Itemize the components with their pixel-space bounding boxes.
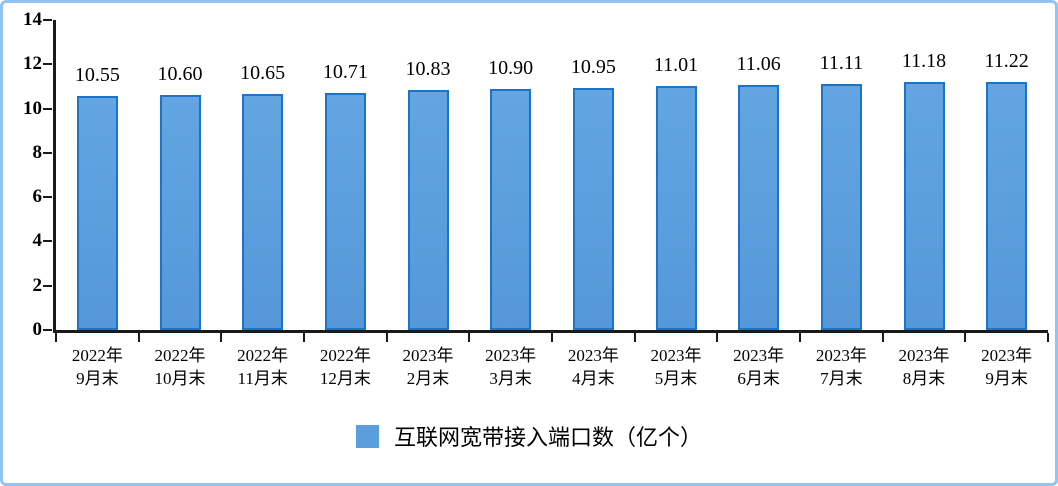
x-axis-category-label-line: 2022年 [154, 346, 206, 365]
x-axis-category-label: 2023年 2月末 [387, 344, 470, 390]
x-axis-category-label-line: 9月末 [985, 369, 1028, 388]
bar [242, 94, 284, 330]
bar [655, 86, 697, 330]
bar-value-label: 11.18 [901, 50, 947, 73]
x-axis-category-label: 2022年 9月末 [56, 344, 139, 390]
bar-value-label: 11.11 [819, 51, 864, 74]
bar [903, 82, 945, 330]
bar [572, 87, 614, 330]
bar [159, 95, 201, 330]
x-axis-category-label-line: 12月末 [319, 369, 371, 388]
x-axis-category-label-line: 11月末 [237, 369, 288, 388]
x-axis-category-label: 2023年 4月末 [552, 344, 635, 390]
x-axis-tick [385, 333, 388, 342]
bar-value-label: 10.90 [488, 56, 534, 79]
x-axis-category-label: 2023年 5月末 [635, 344, 718, 390]
y-axis-tick-label: 0 [32, 319, 43, 340]
bar [986, 81, 1028, 330]
y-axis-tick-label: 12 [23, 53, 42, 75]
x-axis-tick [716, 333, 719, 342]
x-axis-tick [1047, 333, 1049, 342]
x-axis-category-label-line: 6月末 [737, 369, 780, 388]
x-axis-category-label-line: 2023年 [567, 346, 619, 365]
x-axis-category-label-line: 4月末 [572, 369, 615, 388]
x-axis-category-label: 2023年 3月末 [469, 344, 552, 390]
x-axis-category-label-line: 7月末 [820, 369, 863, 388]
x-axis-category-label-line: 2023年 [402, 346, 454, 365]
x-axis-category-label-line: 5月末 [654, 369, 698, 388]
x-axis-category-label: 2022年 10月末 [139, 344, 222, 390]
x-axis-tick [964, 333, 967, 342]
bar-value-label: 10.95 [570, 55, 616, 78]
x-axis-category-label: 2023年 7月末 [800, 344, 883, 390]
x-axis-category-label: 2022年 11月末 [221, 344, 304, 390]
legend-label: 互联网宽带接入端口数（亿个） [393, 425, 702, 450]
x-axis-category-label-line: 10月末 [154, 369, 206, 388]
bar [76, 96, 118, 330]
bar-value-label: 10.83 [405, 58, 451, 81]
x-axis-category-label-line: 2023年 [650, 346, 702, 365]
y-axis-tick-label: 2 [32, 274, 43, 296]
y-axis-tick [43, 284, 52, 287]
y-axis-tick [43, 329, 52, 331]
legend-swatch [355, 424, 379, 448]
y-axis-tick-label: 10 [23, 97, 42, 119]
y-axis-tick-label: 14 [23, 9, 42, 30]
bar [490, 88, 532, 330]
x-axis-category-label-line: 2023年 [485, 346, 537, 365]
x-axis-category-label-line: 9月末 [76, 369, 119, 388]
bar [820, 83, 862, 330]
x-axis-category-label-line: 2023年 [981, 346, 1033, 365]
x-axis-category-label-line: 2023年 [733, 346, 785, 365]
bar [407, 90, 449, 330]
x-axis-tick [881, 333, 884, 342]
bar-value-label: 11.22 [984, 49, 1029, 72]
bar [324, 92, 366, 330]
x-axis-category-label-line: 8月末 [902, 369, 946, 388]
x-axis-tick [303, 333, 305, 342]
x-axis-category-label: 2023年 6月末 [717, 344, 800, 390]
bar-value-label: 10.71 [322, 60, 368, 83]
y-axis-tick [43, 151, 52, 154]
bar-value-label: 11.06 [736, 53, 781, 76]
x-axis-category-label: 2023年 9月末 [965, 344, 1048, 390]
x-axis-category-label-line: 3月末 [489, 369, 532, 388]
y-axis-tick-label: 4 [32, 230, 43, 252]
y-axis-line [53, 20, 56, 333]
y-axis-tick-label: 6 [32, 186, 43, 208]
x-axis-tick [55, 333, 57, 342]
y-axis-tick [43, 63, 52, 66]
y-axis-tick-label: 8 [32, 141, 43, 163]
x-axis-line [53, 330, 1048, 333]
x-axis-category-label: 2023年 8月末 [883, 344, 966, 390]
x-axis-tick [799, 333, 801, 342]
bar-value-label: 10.55 [74, 64, 120, 87]
x-axis-category-label: 2022年 12月末 [304, 344, 387, 390]
x-axis-category-label-line: 2022年 [319, 346, 371, 365]
bar-value-label: 10.60 [157, 63, 203, 86]
x-axis-tick [220, 333, 223, 342]
x-axis-tick [633, 333, 636, 342]
x-axis-category-label-line: 2022年 [237, 346, 289, 365]
bar-value-label: 10.65 [240, 62, 286, 85]
y-axis-tick [43, 240, 52, 243]
x-axis-category-label-line: 2023年 [815, 346, 867, 365]
x-axis-category-label-line: 2023年 [898, 346, 950, 365]
y-axis-tick [43, 107, 52, 110]
bar [738, 85, 780, 330]
y-axis-tick [43, 196, 52, 199]
bar-value-label: 11.01 [653, 54, 699, 77]
y-axis-tick [43, 19, 52, 21]
x-axis-category-label-line: 2022年 [71, 346, 123, 365]
chart-legend: 互联网宽带接入端口数（亿个） [0, 420, 1058, 452]
x-axis-tick [137, 333, 140, 342]
x-axis-tick [551, 333, 553, 342]
x-axis-tick [468, 333, 471, 342]
x-axis-category-label-line: 2月末 [406, 369, 450, 388]
